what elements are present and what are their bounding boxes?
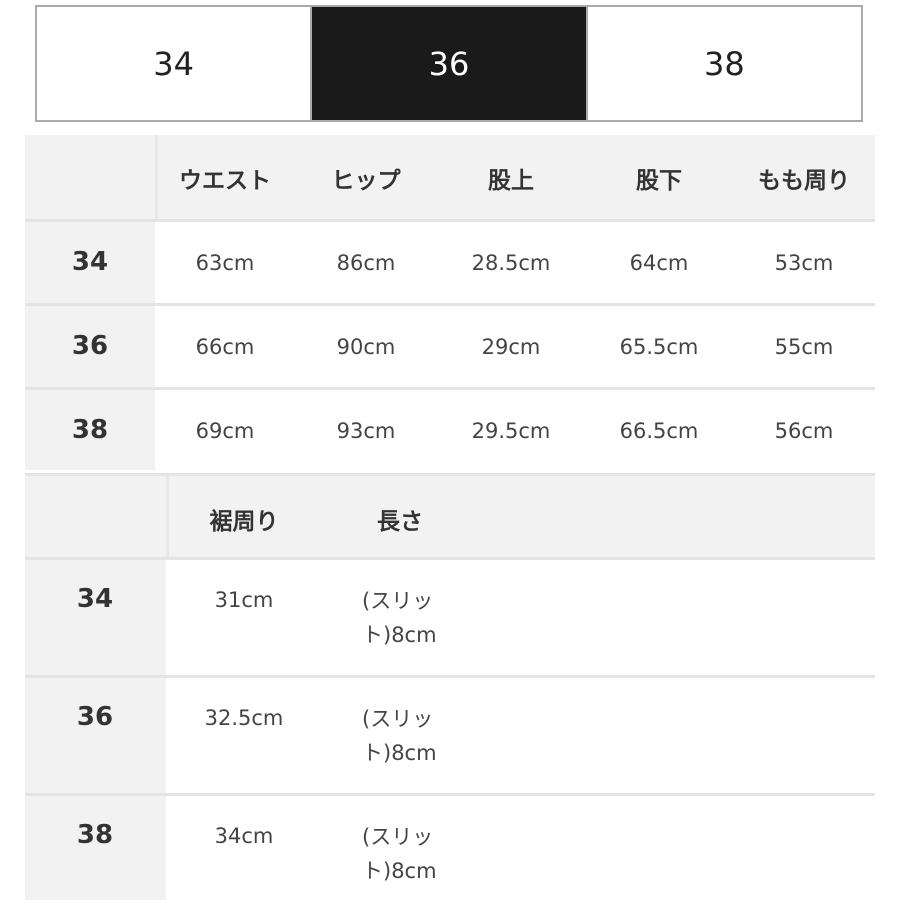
- size-tab-38[interactable]: 38: [587, 7, 861, 120]
- table-cell: 53cm: [774, 251, 834, 275]
- table-row: 34 63cm 86cm 28.5cm 64cm 53cm: [25, 219, 875, 303]
- row-size-label: 34: [76, 584, 114, 614]
- row-body: [155, 306, 875, 387]
- size-table-1: ウエスト ヒップ 股上 股下 もも周り 34 63cm 86cm 28.5cm 64cm…: [25, 135, 875, 471]
- size-tabs: 34 36 38: [35, 5, 863, 122]
- table-row: 36 66cm 90cm 29cm 65.5cm 55cm: [25, 303, 875, 387]
- row-body: [155, 222, 875, 303]
- table-cell: (スリット)8cm: [362, 825, 437, 883]
- table-row: 38 34cm (スリット)8cm: [25, 793, 875, 911]
- table-cell: 66.5cm: [619, 419, 699, 443]
- row-body: [166, 796, 875, 911]
- table-header-row: 裾周り 長さ: [25, 473, 875, 557]
- table-cell: 66cm: [195, 335, 255, 359]
- table-cell: 28.5cm: [471, 251, 551, 275]
- header-hip: ヒップ: [331, 168, 401, 194]
- table-row: 34 31cm (スリット)8cm: [25, 557, 875, 675]
- header-thigh: もも周り: [758, 168, 850, 194]
- table-cell: 63cm: [195, 251, 255, 275]
- row-size-label: 38: [71, 415, 109, 445]
- table-cell: (スリット)8cm: [362, 589, 437, 647]
- header-hem: 裾周り: [209, 509, 279, 535]
- table-cell: 32.5cm: [204, 706, 284, 730]
- header-rise: 股上: [488, 168, 534, 194]
- table-cell: 65.5cm: [619, 335, 699, 359]
- table-cell: 31cm: [214, 588, 274, 612]
- table-cell: 90cm: [336, 335, 396, 359]
- table-cell: 29.5cm: [471, 419, 551, 443]
- header-length: 長さ: [377, 509, 423, 535]
- table-row: 38 69cm 93cm 29.5cm 66.5cm 56cm: [25, 387, 875, 471]
- header-waist: ウエスト: [179, 168, 271, 194]
- table-cell: 86cm: [336, 251, 396, 275]
- row-size-label: 34: [71, 247, 109, 277]
- row-size-label: 36: [71, 331, 109, 361]
- row-size-label: 36: [76, 702, 114, 732]
- table-cell: 93cm: [336, 419, 396, 443]
- row-body: [166, 560, 875, 675]
- table-cell: 56cm: [774, 419, 834, 443]
- table-header-row: ウエスト ヒップ 股上 股下 もも周り: [25, 135, 875, 219]
- row-size-label: 38: [76, 820, 114, 850]
- header-inseam: 股下: [636, 168, 682, 194]
- table-cell: 64cm: [629, 251, 689, 275]
- size-tab-34[interactable]: 34: [37, 7, 313, 120]
- table-cell: 69cm: [195, 419, 255, 443]
- table-cell: (スリット)8cm: [362, 707, 437, 765]
- table-row: 36 32.5cm (スリット)8cm: [25, 675, 875, 793]
- row-body: [166, 678, 875, 793]
- size-tab-36[interactable]: 36: [312, 7, 588, 120]
- table-cell: 34cm: [214, 824, 274, 848]
- size-table-2: 裾周り 長さ 34 31cm (スリット)8cm 36 32.5cm (スリット)8cm 3…: [25, 473, 875, 911]
- table-cell: 55cm: [774, 335, 834, 359]
- table-cell: 29cm: [481, 335, 541, 359]
- row-body: [155, 390, 875, 471]
